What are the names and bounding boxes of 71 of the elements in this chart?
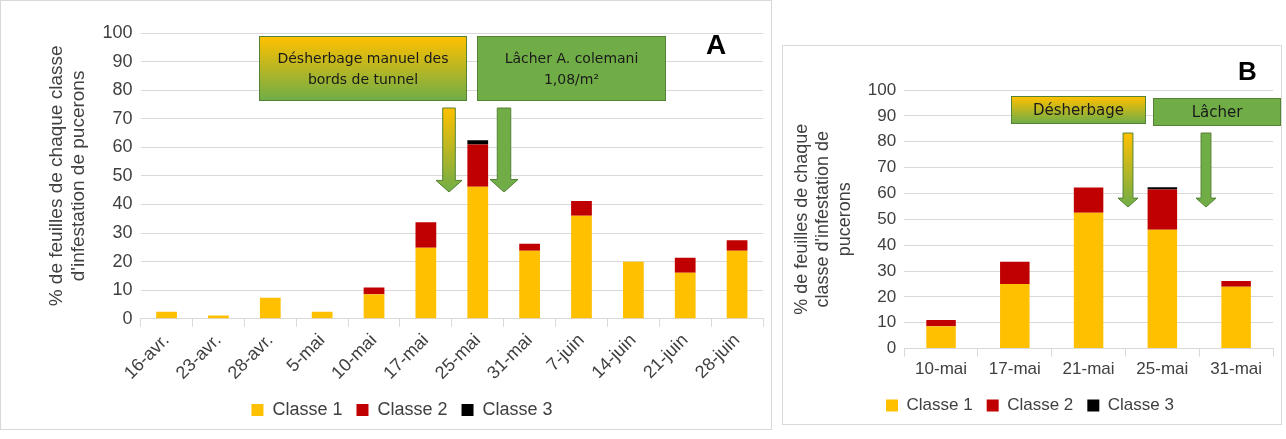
y-tick-label: 0 xyxy=(122,307,133,328)
y-tick-label: 40 xyxy=(112,193,133,214)
y-tick-label: 30 xyxy=(877,260,897,280)
bar xyxy=(208,315,229,319)
bar xyxy=(926,326,956,349)
callout-box: Désherbage xyxy=(1011,96,1146,124)
y-tick-label: 50 xyxy=(877,208,897,228)
y-tick-label: 0 xyxy=(886,338,897,358)
y-tick-label: 90 xyxy=(112,50,133,71)
y-tick-label: 10 xyxy=(112,279,133,300)
chart-title: B xyxy=(1238,56,1257,87)
x-tick-label: 10-mai xyxy=(915,359,968,379)
bar xyxy=(415,247,437,319)
bar xyxy=(726,240,748,251)
bar xyxy=(571,215,592,319)
x-tick-label: 25-mai xyxy=(1136,359,1189,379)
bar xyxy=(415,222,437,248)
bar xyxy=(1073,187,1104,213)
y-tick-label: 40 xyxy=(877,234,897,254)
chart-title: A xyxy=(706,29,727,61)
bar xyxy=(622,261,644,319)
y-tick-label: 80 xyxy=(877,131,897,151)
legend-label: Classe 2 xyxy=(377,398,448,419)
y-axis-title: % de feuilles de chaque classe d'infestation de pucerons xyxy=(790,123,854,315)
bar xyxy=(1073,212,1104,349)
y-tick-label: 70 xyxy=(112,107,133,128)
bar xyxy=(1000,283,1030,349)
x-tick-label: 31-mai xyxy=(1210,359,1263,379)
y-axis-title: % de feuilles de chaque classe d'infestation de pucerons xyxy=(44,45,89,307)
y-tick-label: 80 xyxy=(112,79,133,100)
bar xyxy=(726,250,748,319)
bar xyxy=(674,272,696,319)
legend-label: Classe 1 xyxy=(906,395,973,415)
y-tick-label: 10 xyxy=(877,312,897,332)
bar xyxy=(156,311,177,319)
y-tick-label: 100 xyxy=(102,21,133,42)
x-tick-label: 17-mai xyxy=(988,359,1041,379)
bar xyxy=(1147,189,1178,230)
y-tick-label: 90 xyxy=(877,105,897,125)
bar xyxy=(1221,286,1251,349)
callout-box: Lâcher A. colemani 1,08/m² xyxy=(477,36,666,101)
bar xyxy=(467,186,489,319)
bar xyxy=(571,201,592,216)
bar xyxy=(1000,261,1030,284)
bar xyxy=(467,140,489,145)
x-tick-label: 21-mai xyxy=(1062,359,1115,379)
y-tick-label: 20 xyxy=(112,250,133,271)
bar xyxy=(363,294,385,319)
legend-label: Classe 3 xyxy=(482,398,553,419)
bar xyxy=(1221,281,1251,287)
y-tick-label: 100 xyxy=(867,79,897,99)
y-tick-label: 70 xyxy=(877,157,897,177)
bar xyxy=(1147,187,1178,190)
y-tick-label: 60 xyxy=(112,136,133,157)
y-tick-label: 20 xyxy=(877,286,897,306)
callout-box: Désherbage manuel des bords de tunnel xyxy=(259,36,467,101)
bar xyxy=(259,297,281,319)
legend-label: Classe 3 xyxy=(1107,395,1174,415)
bar xyxy=(311,311,333,319)
legend-label: Classe 2 xyxy=(1007,395,1074,415)
y-tick-label: 60 xyxy=(877,183,897,203)
bar xyxy=(926,319,956,327)
bar xyxy=(1147,229,1178,349)
bar xyxy=(674,257,696,273)
callout-box: Lâcher xyxy=(1153,98,1281,126)
bar xyxy=(363,287,385,295)
bar xyxy=(519,243,540,251)
y-tick-label: 50 xyxy=(112,164,133,185)
bar xyxy=(519,250,540,319)
y-tick-label: 30 xyxy=(112,222,133,243)
legend-label: Classe 1 xyxy=(272,398,343,419)
